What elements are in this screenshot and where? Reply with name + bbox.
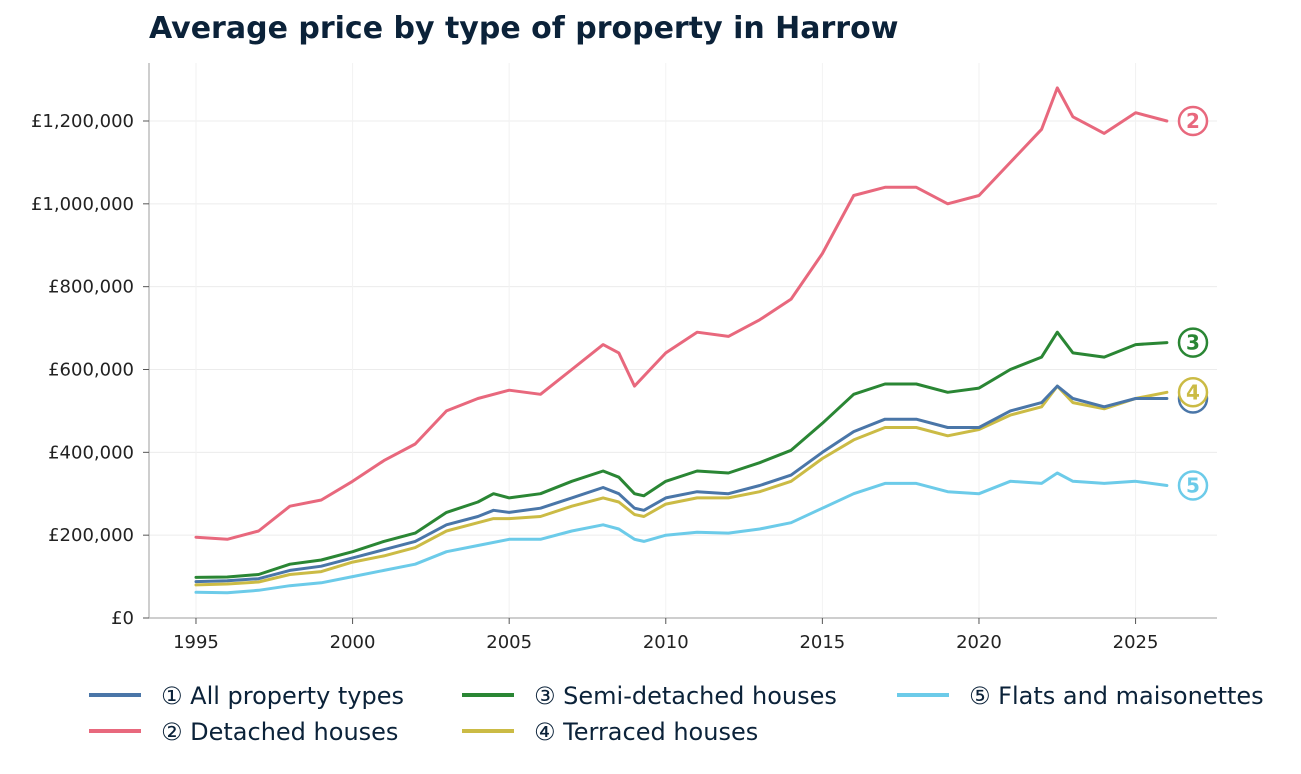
- legend-label: ② Detached houses: [161, 718, 398, 746]
- legend-item: ② Detached houses: [89, 718, 398, 746]
- legend-item: ③ Semi-detached houses: [462, 682, 837, 710]
- y-tick-label: £0: [111, 608, 134, 629]
- x-tick-label: 1995: [173, 632, 219, 653]
- end-marker-label: 5: [1186, 473, 1200, 497]
- series-line-4: [194, 384, 1169, 587]
- series-line-2: [194, 86, 1169, 541]
- x-tick-label: 2005: [486, 632, 532, 653]
- end-marker-label: 3: [1186, 331, 1200, 355]
- legend-label: ⑤ Flats and maisonettes: [969, 682, 1264, 710]
- legend-item: ① All property types: [89, 682, 404, 710]
- chart-title: Average price by type of property in Har…: [149, 11, 898, 46]
- legend-label: ③ Semi-detached houses: [534, 682, 837, 710]
- end-marker-circle: [1177, 327, 1209, 358]
- end-marker-circle: [1177, 377, 1209, 408]
- y-tick-label: £600,000: [48, 359, 134, 380]
- end-marker-label: 4: [1186, 380, 1200, 404]
- series-line-5: [194, 471, 1169, 595]
- end-marker-label: 2: [1186, 109, 1200, 133]
- end-marker-4: 4: [1177, 377, 1209, 408]
- series-line-1: [194, 384, 1169, 584]
- legend-label: ④ Terraced houses: [534, 718, 758, 746]
- y-tick-label: £400,000: [48, 442, 134, 463]
- gridlines: [149, 63, 1217, 619]
- x-tick-label: 2000: [330, 632, 376, 653]
- end-marker-3: 3: [1177, 327, 1209, 358]
- x-tick-label: 2020: [956, 632, 1002, 653]
- legend-label: ① All property types: [161, 682, 404, 710]
- legend: ① All property types ② Detached houses ③ S…: [89, 682, 1264, 746]
- end-markers: 12345: [1177, 105, 1209, 501]
- axes: £0 £200,000 £400,000 £600,000 £800,000 £1,000…: [31, 63, 1217, 653]
- y-tick-label: £1,000,000: [31, 194, 134, 215]
- end-marker-circle: [1177, 105, 1209, 137]
- end-marker-2: 2: [1177, 105, 1209, 137]
- x-tick-label: 2010: [643, 632, 689, 653]
- x-tick-label: 2025: [1113, 632, 1159, 653]
- y-tick-label: £1,200,000: [31, 111, 134, 132]
- end-marker-5: 5: [1177, 470, 1209, 501]
- y-tick-label: £200,000: [48, 525, 134, 546]
- x-tick-label: 2015: [799, 632, 845, 653]
- end-marker-circle: [1177, 470, 1209, 501]
- series-layer: [194, 86, 1169, 595]
- y-tick-label: £800,000: [48, 277, 134, 298]
- series-line-3: [194, 330, 1169, 579]
- legend-item: ⑤ Flats and maisonettes: [897, 682, 1264, 710]
- legend-item: ④ Terraced houses: [462, 718, 758, 746]
